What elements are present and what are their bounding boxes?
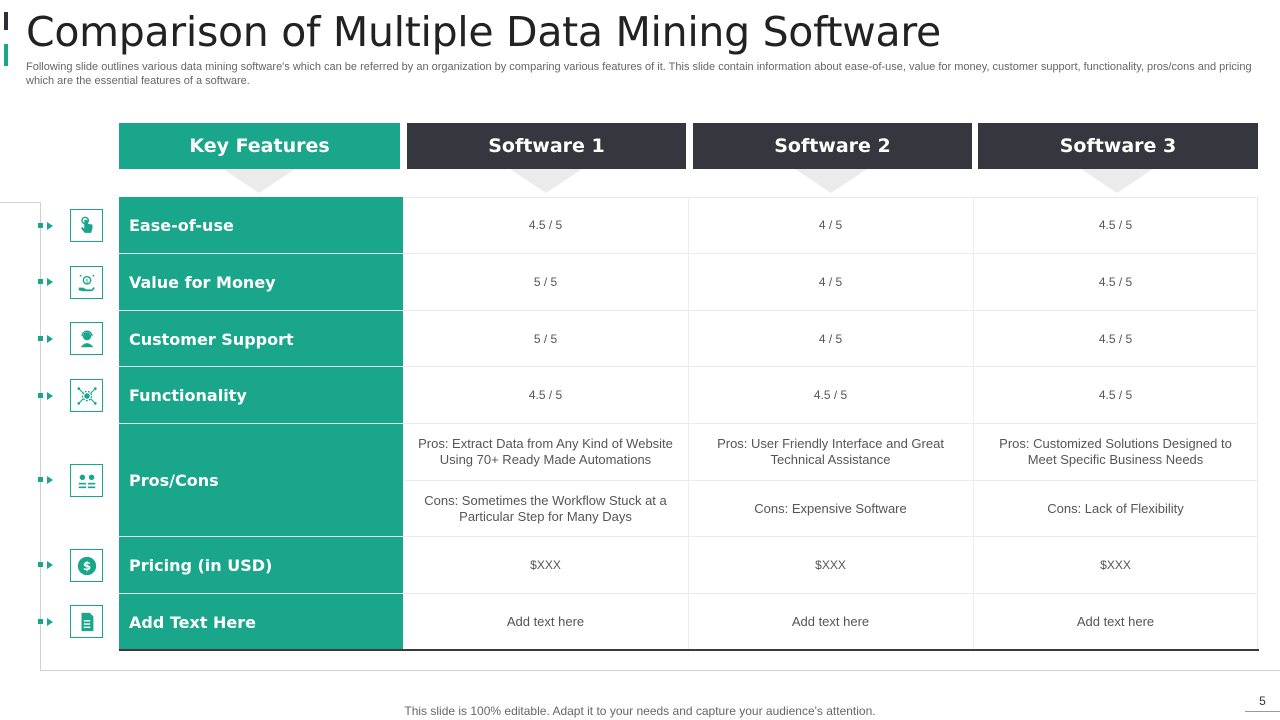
grid-line: [973, 197, 974, 650]
cons-cell: Cons: Expensive Software: [754, 500, 907, 516]
svg-text:$: $: [82, 559, 90, 573]
row-separator: [119, 366, 403, 367]
users-list-icon: [70, 464, 103, 497]
table-cell: 5 / 5: [533, 331, 558, 346]
table-cell: 4.5 / 5: [528, 388, 563, 402]
feature-customer-support: Customer Support: [129, 329, 294, 349]
frame-line: [0, 202, 40, 203]
header-notch: [795, 169, 867, 193]
table-cell: Add text here: [1076, 613, 1155, 629]
table-cell: $XXX: [530, 558, 561, 572]
network-gear-icon: [70, 379, 103, 412]
table-cell: 4.5 / 5: [1098, 331, 1133, 346]
header-software-1: Software 1: [407, 123, 686, 169]
pros-cell: Pros: User Friendly Interface and Great …: [717, 436, 944, 467]
feature-add-text: Add Text Here: [129, 612, 257, 632]
cons-cell: Cons: Lack of Flexibility: [1047, 500, 1184, 516]
bullet-marker: [38, 335, 54, 343]
row-separator: [119, 536, 403, 537]
table-cell: Add text here: [506, 613, 585, 629]
bullet-marker: [38, 618, 54, 626]
grid-line: [403, 480, 1258, 481]
table-cell: 4 / 5: [818, 218, 843, 232]
bullet-marker: [38, 278, 54, 286]
pros-cell: Pros: Customized Solutions Designed to M…: [999, 436, 1232, 467]
touch-icon: [70, 209, 103, 242]
row-separator: [119, 310, 403, 311]
slide-title: Comparison of Multiple Data Mining Softw…: [26, 8, 941, 56]
svg-text:$: $: [85, 278, 89, 284]
row-separator: [119, 423, 403, 424]
table-cell: 5 / 5: [533, 275, 558, 289]
header-notch: [1081, 169, 1153, 193]
accent-bar-dark: [4, 12, 8, 30]
dollar-coin-icon: $: [70, 549, 103, 582]
table-cell: 4.5 / 5: [1098, 388, 1133, 402]
table-cell: 4.5 / 5: [1098, 275, 1133, 289]
pros-cell: Pros: Extract Data from Any Kind of Webs…: [418, 436, 673, 467]
table-cell: $XXX: [1100, 558, 1131, 572]
page-number: 5: [1245, 694, 1280, 712]
table-cell: 4.5 / 5: [1098, 218, 1133, 232]
grid-line: [403, 536, 1258, 537]
bullet-marker: [38, 476, 54, 484]
feature-functionality: Functionality: [129, 386, 247, 405]
feature-pricing: Pricing (in USD): [129, 556, 273, 575]
frame-line: [40, 670, 1280, 671]
accent-bar-green: [4, 44, 8, 66]
grid-line: [403, 310, 1258, 311]
frame-line: [40, 202, 41, 670]
grid-line: [403, 366, 1258, 367]
grid-line: [403, 593, 1258, 594]
table-cell: 4 / 5: [818, 331, 843, 346]
slide-subtitle: Following slide outlines various data mi…: [26, 61, 1252, 87]
table-cell: Add text here: [791, 613, 870, 629]
cons-cell: Cons: Sometimes the Workflow Stuck at a …: [424, 492, 667, 524]
feature-ease-of-use: Ease-of-use: [129, 216, 234, 235]
row-separator: [119, 253, 403, 254]
bullet-marker: [38, 392, 54, 400]
table-cell: 4.5 / 5: [528, 218, 563, 232]
table-cell: $XXX: [815, 558, 846, 572]
table-cell: 4 / 5: [818, 275, 843, 289]
money-hand-icon: $: [70, 266, 103, 299]
bullet-marker: [38, 222, 54, 230]
header-software-3: Software 3: [978, 123, 1258, 169]
table-cell: 4.5 / 5: [813, 388, 848, 402]
grid-line: [403, 253, 1258, 254]
header-software-2: Software 2: [693, 123, 972, 169]
grid-line: [688, 197, 689, 650]
row-separator: [119, 593, 403, 594]
grid-line: [403, 423, 1258, 424]
bullet-marker: [38, 561, 54, 569]
feature-value-for-money: Value for Money: [129, 273, 276, 292]
support-agent-icon: [70, 322, 103, 355]
header-notch: [510, 169, 582, 193]
header-key-features: Key Features: [119, 123, 400, 169]
footer-note: This slide is 100% editable. Adapt it to…: [404, 704, 876, 718]
header-notch: [223, 169, 295, 193]
feature-pros-cons: Pros/Cons: [129, 471, 219, 490]
document-icon: [70, 605, 103, 638]
table-bottom-line: [119, 649, 1259, 651]
